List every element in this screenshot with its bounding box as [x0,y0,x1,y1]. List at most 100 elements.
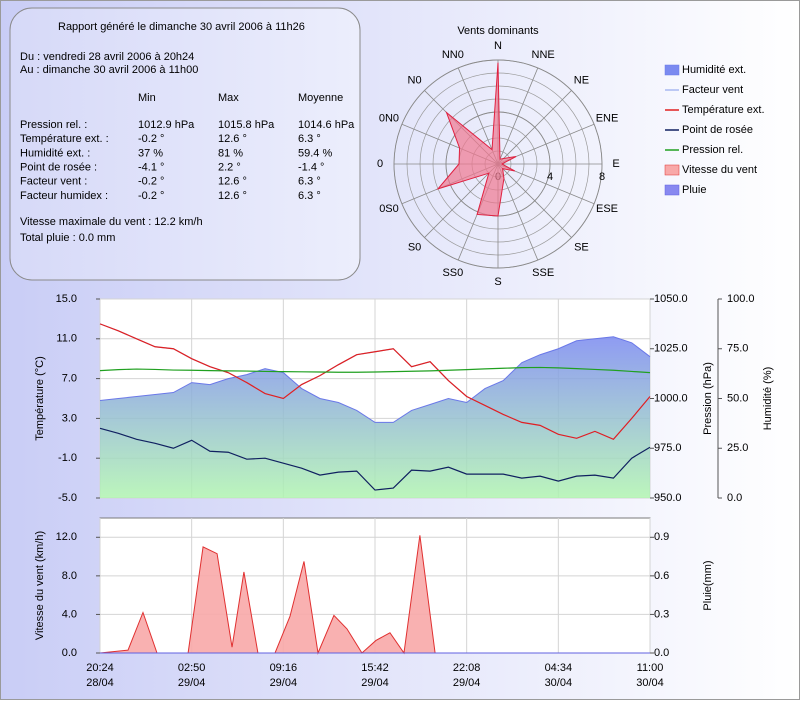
direction-label: 0S0 [379,203,399,215]
y-axis-label: Vitesse du vent (km/h) [34,531,46,640]
legend-label: Point de rosée [682,124,753,136]
y2-tick-label: 0.3 [654,608,669,620]
x-tick-label: 04:34 30/04 [545,662,573,689]
legend-label: Facteur vent [682,84,743,96]
report-value: -4.1 ° [138,162,164,174]
legend-swatch [664,184,680,196]
y2-tick-label: 1000.0 [654,392,688,404]
report-value: 1015.8 hPa [218,119,275,131]
direction-label: NNE [532,49,555,61]
report-label: Facteur vent : [20,176,87,188]
report-label: Facteur humidex : [20,190,108,202]
report-label: Point de rosée : [20,162,97,174]
line [99,323,651,441]
line [99,366,651,374]
legend-label: Pression rel. [682,144,743,156]
x-tick-label-line: 20:24 [86,662,114,674]
x-tick-label-line: 22:08 [453,662,481,674]
radar-tick-label: 4 [547,171,553,183]
x-tick-label-line: 30/04 [545,677,573,689]
radar-area [436,62,517,217]
direction-label: S [494,276,501,288]
area-outline [99,336,651,423]
report-label: Humidité ext. : [20,147,90,159]
y2-tick-label: 0.9 [654,531,669,543]
y-tick-label: 15.0 [56,293,77,305]
y-axis-label: Température (°C) [34,356,46,440]
legend-swatch [664,64,680,76]
y-tick-label: 12.0 [56,531,77,543]
line [99,427,651,491]
radar-spoke [497,163,539,261]
x-tick-label: 20:24 28/04 [86,662,114,689]
y3-tick-label: 25.0 [727,442,748,454]
report-value: -0.2 ° [138,190,164,202]
radar-spoke [497,163,572,238]
legend-label: Vitesse du vent [682,164,757,176]
x-tick-label: 09:16 29/04 [270,662,298,689]
direction-label: SS0 [442,267,463,279]
y2-tick-label: 1025.0 [654,343,688,355]
x-tick-label-line: 29/04 [178,677,206,689]
y2-tick-label: 0.6 [654,570,669,582]
y2-axis-label: Pression (hPa) [702,362,714,435]
radar-spoke [497,90,572,165]
area [100,535,650,653]
report-value: 1014.6 hPa [298,119,355,131]
report-value: 81 % [218,147,243,159]
x-tick-label-line: 29/04 [453,677,481,689]
y3-axis-label: Humidité (%) [762,367,774,431]
report-max-wind: Vitesse maximale du vent : 12.2 km/h [20,216,203,228]
direction-label: S0 [408,241,421,253]
x-tick-label-line: 09:16 [270,662,298,674]
radar-spoke [424,163,499,238]
report-value: 2.2 ° [218,162,241,174]
y2-tick-label: 1050.0 [654,293,688,305]
column-header: Moyenne [298,92,343,104]
legend-swatch [664,164,680,176]
x-tick-label: 15:42 29/04 [361,662,389,689]
y2-tick-label: 950.0 [654,492,682,504]
report-label: Pression rel. : [20,119,87,131]
column-header: Min [138,92,156,104]
x-tick-label-line: 02:50 [178,662,206,674]
direction-label: N [494,40,502,52]
direction-label: E [612,158,619,170]
report-value: 12.6 ° [218,190,247,202]
direction-label: ENE [596,113,619,125]
y-tick-label: 3.0 [62,412,77,424]
direction-label: 0N0 [379,113,399,125]
y-tick-label: -5.0 [58,492,77,504]
y2-tick-label: 975.0 [654,442,682,454]
y-tick-label: 0.0 [62,647,77,659]
x-tick-label-line: 28/04 [86,677,114,689]
report-from: Du : vendredi 28 avril 2006 à 20h24 [20,51,194,63]
report-box [9,7,361,281]
direction-label: ESE [596,203,618,215]
direction-label: 0 [377,158,383,170]
x-tick-label: 22:08 29/04 [453,662,481,689]
y2-tick-label: 0.0 [654,647,669,659]
y-tick-label: 4.0 [62,608,77,620]
direction-label: SSE [532,267,554,279]
report-panel: Rapport généré le dimanche 30 avril 2006… [9,7,361,281]
direction-label: N0 [408,74,422,86]
report-value: 37 % [138,147,163,159]
report-value: 6.3 ° [298,190,321,202]
report-to: Au : dimanche 30 avril 2006 à 11h00 [20,64,198,76]
chart-title: Vents dominants [457,25,539,37]
radar-spoke [497,67,539,165]
radar-spoke [457,67,499,165]
x-tick-label-line: 30/04 [636,677,664,689]
x-tick-label-line: 29/04 [361,677,389,689]
report-rows: Pression rel. : 1012.9 hPa 1015.8 hPa 1014.… [20,119,355,202]
legend-label: Pluie [682,184,706,196]
report-value: 12.6 ° [218,133,247,145]
x-tick-label-line: 29/04 [270,677,298,689]
x-tick-label-line: 11:00 [637,662,664,674]
legend-label: Humidité ext. [682,64,746,76]
direction-label: SE [574,241,589,253]
x-tick-label-line: 04:34 [545,662,573,674]
report-value: -0.2 ° [138,133,164,145]
